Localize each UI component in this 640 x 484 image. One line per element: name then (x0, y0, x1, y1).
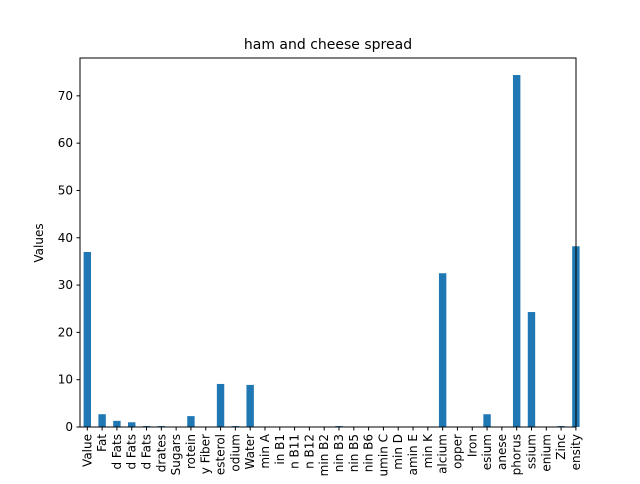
x-tick-label: Sugars (169, 434, 183, 475)
x-tick-label: ensity (569, 434, 583, 470)
x-tick-label: min A (258, 433, 272, 468)
bar (217, 384, 224, 427)
x-tick-label: enium (539, 434, 553, 472)
x-tick-label: in B1 (273, 434, 287, 465)
plot-area-frame (80, 58, 576, 427)
x-tick-label: min B2 (317, 434, 331, 476)
x-tick-label: nin B5 (347, 434, 361, 472)
x-tick-label: n B11 (288, 434, 302, 469)
bar (483, 414, 490, 427)
bar (513, 75, 520, 427)
y-tick-label: 20 (58, 325, 73, 339)
x-tick-label: Zinc (554, 434, 568, 460)
x-tick-label: phorus (510, 434, 524, 475)
x-tick-label: umin C (376, 434, 390, 476)
y-tick-label: 70 (58, 89, 73, 103)
x-tick-label: esium (480, 434, 494, 470)
x-tick-label: opper (450, 434, 464, 469)
bar (528, 312, 535, 427)
x-tick-label: d Fats (140, 434, 154, 470)
bars (84, 75, 580, 427)
x-tick-label: esterol (214, 434, 228, 475)
x-tick-label: Water (243, 434, 257, 470)
x-tick-label: odium (228, 434, 242, 472)
y-tick-label: 30 (58, 278, 73, 292)
x-tick-label: d Fats (125, 434, 139, 470)
y-tick-label: 50 (58, 183, 73, 197)
x-tick-label: anese (495, 434, 509, 470)
y-tick-label: 40 (58, 231, 73, 245)
x-tick-label: n B12 (302, 434, 316, 469)
y-axis-ticks: 0 10 20 30 40 50 60 70 (58, 89, 80, 434)
y-axis-label: Values (32, 223, 46, 262)
bar (246, 385, 253, 427)
x-tick-label: drates (154, 434, 168, 472)
x-tick-label: Value (80, 434, 94, 467)
x-tick-label: amin E (406, 434, 420, 475)
x-tick-label: Fat (95, 434, 109, 452)
x-tick-label: rotein (184, 434, 198, 469)
bar (439, 273, 446, 427)
bar (187, 416, 194, 427)
x-tick-label: nin B3 (332, 434, 346, 472)
x-tick-label: y Fiber (199, 434, 213, 474)
y-tick-label: 0 (65, 420, 73, 434)
x-tick-label: nin B6 (362, 434, 376, 472)
bar (128, 422, 135, 427)
y-tick-label: 10 (58, 373, 73, 387)
x-tick-label: d Fats (110, 434, 124, 470)
bar (98, 414, 105, 427)
x-tick-label: min D (391, 434, 405, 470)
x-tick-label: Iron (465, 434, 479, 457)
x-tick-label: ssium (524, 434, 538, 469)
chart-title: ham and cheese spread (244, 37, 412, 53)
bar (84, 252, 91, 427)
y-tick-label: 60 (58, 136, 73, 150)
x-tick-label: alcium (436, 434, 450, 474)
x-tick-label: min K (421, 433, 435, 468)
bar (113, 421, 120, 427)
